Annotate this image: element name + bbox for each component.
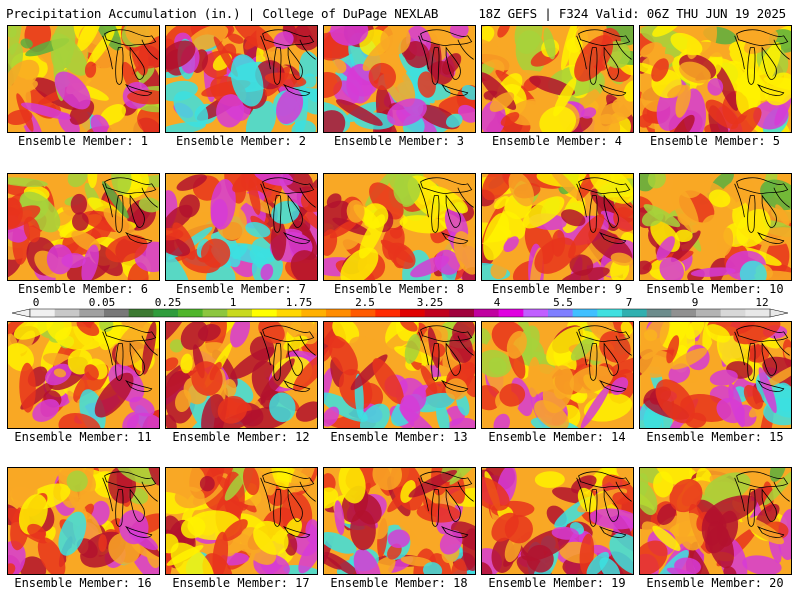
colorbar-swatch xyxy=(696,309,721,317)
colorbar-tick-label: 4 xyxy=(494,296,501,309)
colorbar-swatch xyxy=(54,309,80,317)
colorbar-tick-label: 2.5 xyxy=(355,296,375,309)
colorbar-tick-label: 0.25 xyxy=(155,296,182,309)
colorbar-tick-label: 7 xyxy=(626,296,633,309)
ensemble-map-panel xyxy=(165,321,318,429)
ensemble-map-panel xyxy=(7,321,160,429)
ensemble-member-label: Ensemble Member: 20 xyxy=(646,576,784,590)
colorbar-swatch xyxy=(400,309,425,317)
ensemble-map-panel xyxy=(639,25,792,133)
colorbar-min-arrow xyxy=(11,308,31,318)
colorbar-swatch xyxy=(646,309,672,317)
colorbar-swatch xyxy=(424,309,450,317)
colorbar-tick-label: 0.05 xyxy=(89,296,116,309)
ensemble-member-label: Ensemble Member: 10 xyxy=(646,282,784,296)
map-title: Precipitation Accumulation (in.) | Colle… xyxy=(6,6,439,21)
colorbar-swatch xyxy=(178,309,203,317)
ensemble-map-panel xyxy=(7,173,160,281)
ensemble-member-label: Ensemble Member: 13 xyxy=(330,430,468,444)
colorbar-max-arrow xyxy=(769,308,789,318)
ensemble-member-label: Ensemble Member: 11 xyxy=(14,430,152,444)
colorbar-swatch xyxy=(474,309,499,317)
colorbar-swatch xyxy=(79,309,105,317)
colorbar-swatch xyxy=(252,309,277,317)
ensemble-member-label: Ensemble Member: 17 xyxy=(172,576,310,590)
colorbar-tick-label: 1.75 xyxy=(286,296,313,309)
ensemble-member-label: Ensemble Member: 14 xyxy=(488,430,626,444)
colorbar-tick-label: 3.25 xyxy=(417,296,444,309)
colorbar-tick-label: 5.5 xyxy=(553,296,573,309)
ensemble-member-label: Ensemble Member: 6 xyxy=(17,282,149,296)
ensemble-map-panel xyxy=(323,321,476,429)
colorbar-outline xyxy=(29,308,771,318)
ensemble-map-panel xyxy=(165,467,318,575)
ensemble-map-panel xyxy=(639,321,792,429)
colorbar-swatch xyxy=(523,309,549,317)
colorbar-swatch xyxy=(350,309,376,317)
ensemble-member-label: Ensemble Member: 7 xyxy=(175,282,307,296)
colorbar-tick-label: 9 xyxy=(692,296,699,309)
colorbar-tick-label: 0 xyxy=(33,296,40,309)
ensemble-member-label: Ensemble Member: 19 xyxy=(488,576,626,590)
ensemble-map-panel xyxy=(639,467,792,575)
colorbar-swatch xyxy=(30,309,55,317)
ensemble-map-panel xyxy=(481,321,634,429)
ensemble-member-label: Ensemble Member: 15 xyxy=(646,430,784,444)
ensemble-member-label: Ensemble Member: 8 xyxy=(333,282,465,296)
ensemble-member-label: Ensemble Member: 9 xyxy=(491,282,623,296)
ensemble-map-panel xyxy=(7,25,160,133)
ensemble-map-panel xyxy=(7,467,160,575)
colorbar-swatch xyxy=(745,309,771,317)
colorbar-swatch xyxy=(375,309,401,317)
model-run-info: 18Z GEFS | F324 Valid: 06Z THU JUN 19 20… xyxy=(478,6,786,21)
ensemble-map-panel xyxy=(323,25,476,133)
ensemble-map-panel xyxy=(481,467,634,575)
ensemble-map-panel xyxy=(165,173,318,281)
colorbar-swatch xyxy=(276,309,302,317)
ensemble-map-panel xyxy=(481,173,634,281)
ensemble-member-label: Ensemble Member: 18 xyxy=(330,576,468,590)
colorbar-swatch xyxy=(720,309,746,317)
ensemble-member-label: Ensemble Member: 16 xyxy=(14,576,152,590)
colorbar-swatch xyxy=(202,309,228,317)
ensemble-member-label: Ensemble Member: 5 xyxy=(649,134,781,148)
colorbar-swatch xyxy=(326,309,351,317)
colorbar-swatch xyxy=(128,309,154,317)
ensemble-member-label: Ensemble Member: 1 xyxy=(17,134,149,148)
ensemble-map-panel xyxy=(323,173,476,281)
colorbar-tick-label: 12 xyxy=(755,296,768,309)
ensemble-member-label: Ensemble Member: 3 xyxy=(333,134,465,148)
colorbar-tick-label: 1 xyxy=(230,296,237,309)
colorbar-swatch xyxy=(597,309,623,317)
ensemble-map-panel xyxy=(639,173,792,281)
colorbar-swatch xyxy=(104,309,129,317)
ensemble-map-panel xyxy=(481,25,634,133)
ensemble-member-label: Ensemble Member: 2 xyxy=(175,134,307,148)
colorbar-swatch xyxy=(153,309,179,317)
colorbar-swatch xyxy=(449,309,475,317)
colorbar-swatch xyxy=(622,309,647,317)
colorbar-swatch xyxy=(227,309,253,317)
ensemble-map-panel xyxy=(165,25,318,133)
colorbar-swatch xyxy=(671,309,697,317)
ensemble-member-label: Ensemble Member: 4 xyxy=(491,134,623,148)
colorbar-swatch xyxy=(301,309,327,317)
colorbar-swatch xyxy=(572,309,598,317)
ensemble-map-panel xyxy=(323,467,476,575)
colorbar-swatch xyxy=(548,309,573,317)
ensemble-member-label: Ensemble Member: 12 xyxy=(172,430,310,444)
colorbar-swatch xyxy=(498,309,524,317)
